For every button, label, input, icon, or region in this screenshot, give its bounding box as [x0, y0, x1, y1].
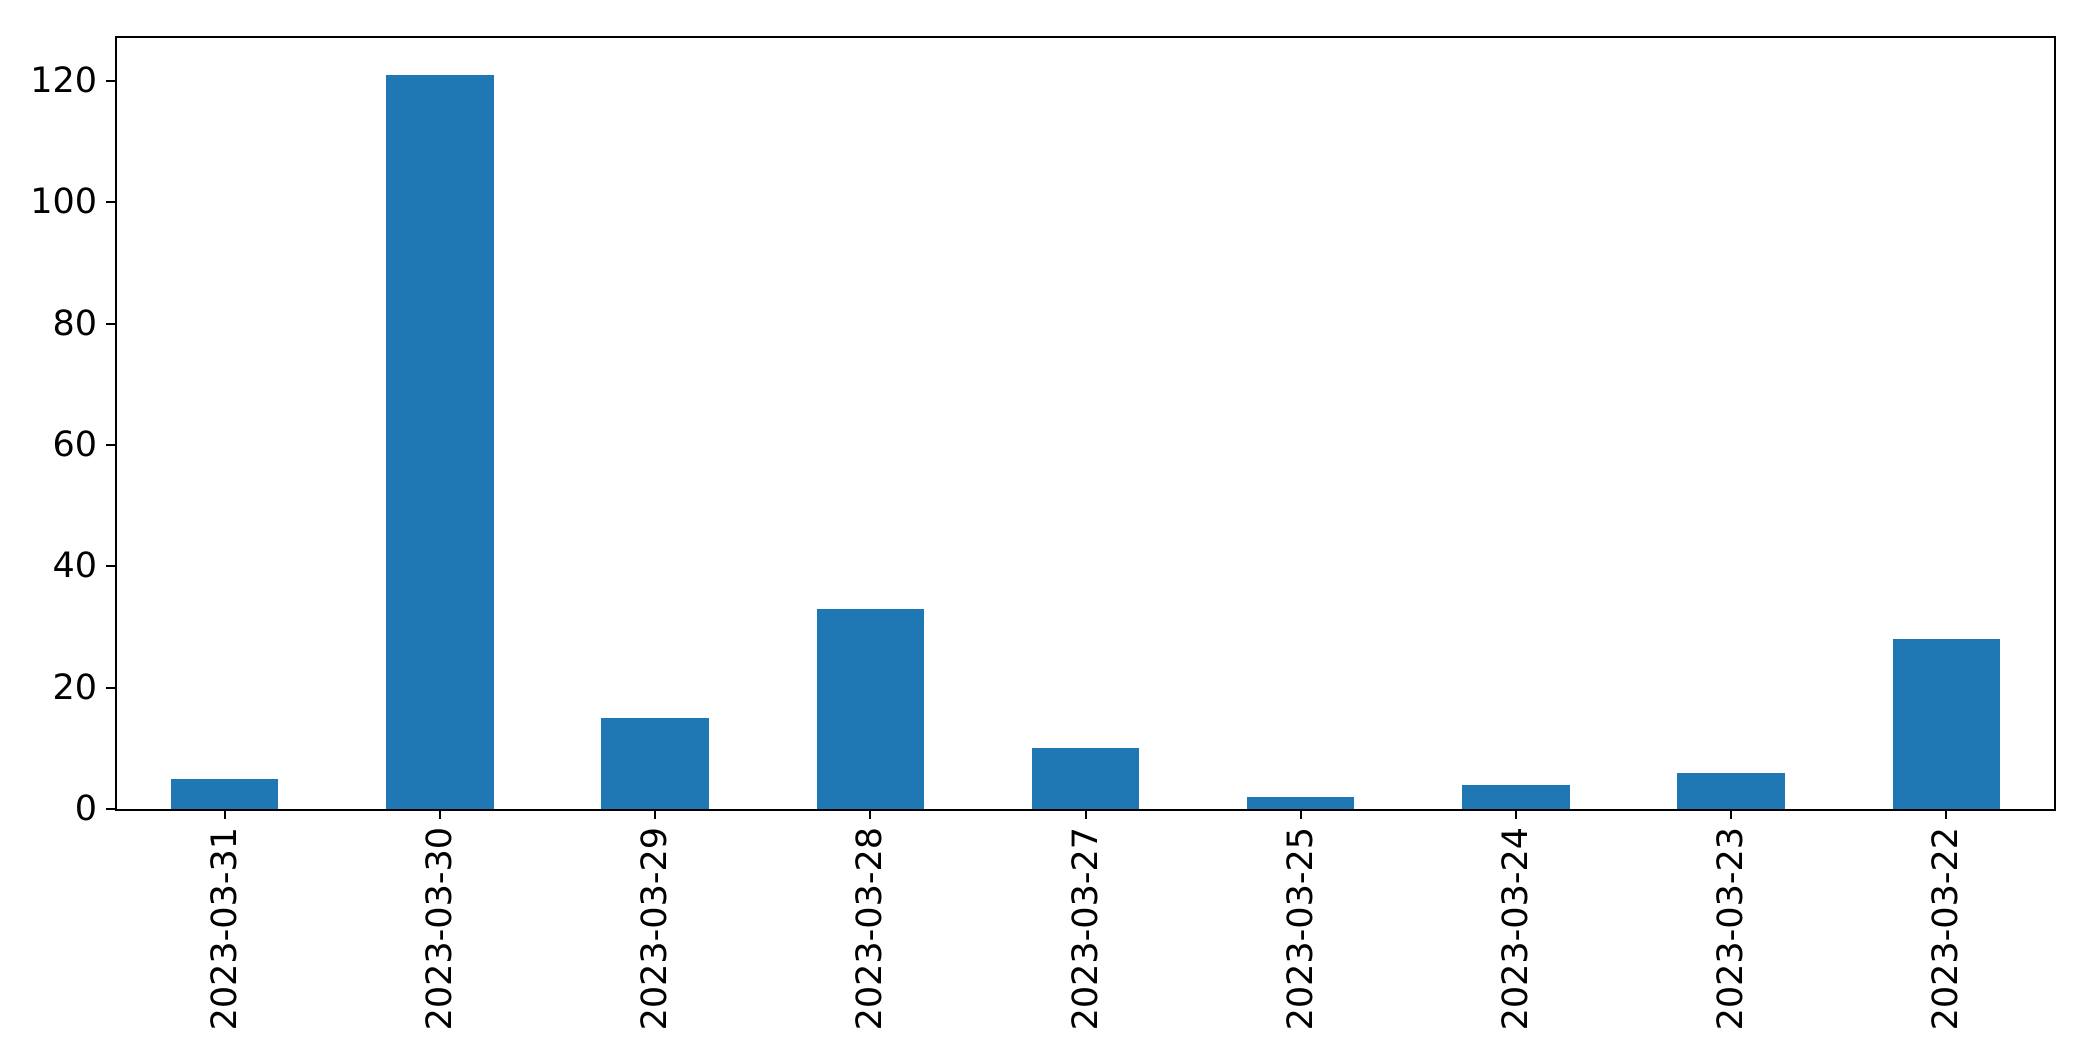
bar-2023-03-22	[1892, 639, 2001, 809]
x-tick-mark-2023-03-29	[654, 810, 657, 819]
x-tick-mark-2023-03-30	[438, 810, 441, 819]
x-tick-label-2023-03-29: 2023-03-29	[635, 827, 676, 1031]
bar-2023-03-28	[816, 608, 925, 809]
bar-2023-03-23	[1677, 772, 1785, 809]
x-tick-mark-2023-03-24	[1514, 810, 1517, 819]
x-tick-mark-2023-03-27	[1084, 810, 1087, 819]
plot-inner	[117, 38, 2054, 809]
x-tick-mark-2023-03-28	[869, 810, 872, 819]
y-tick-mark-100	[106, 201, 115, 204]
y-tick-label-100: 100	[30, 182, 97, 223]
bar-2023-03-25	[1246, 796, 1355, 809]
plot-area	[115, 36, 2056, 811]
x-tick-label-2023-03-28: 2023-03-28	[850, 827, 891, 1031]
x-tick-label-2023-03-27: 2023-03-27	[1065, 827, 1106, 1031]
bar-2023-03-30	[386, 74, 494, 809]
y-tick-mark-0	[106, 808, 115, 810]
x-tick-mark-2023-03-23	[1730, 810, 1733, 819]
y-tick-mark-60	[106, 443, 115, 446]
y-tick-label-120: 120	[30, 60, 97, 101]
y-tick-label-20: 20	[52, 667, 97, 708]
y-tick-label-40: 40	[52, 546, 97, 587]
y-tick-label-0: 0	[74, 789, 97, 829]
y-tick-label-60: 60	[52, 424, 97, 465]
x-tick-mark-2023-03-31	[223, 810, 226, 819]
x-tick-mark-2023-03-22	[1945, 810, 1948, 819]
x-tick-label-2023-03-30: 2023-03-30	[419, 827, 460, 1031]
x-tick-label-2023-03-23: 2023-03-23	[1711, 827, 1752, 1031]
x-tick-label-2023-03-31: 2023-03-31	[204, 827, 245, 1031]
y-tick-mark-40	[106, 565, 115, 568]
bar-2023-03-24	[1462, 784, 1570, 809]
y-tick-label-80: 80	[52, 303, 97, 344]
x-tick-mark-2023-03-25	[1299, 810, 1302, 819]
bar-2023-03-29	[601, 718, 709, 809]
x-tick-label-2023-03-25: 2023-03-25	[1280, 827, 1321, 1031]
y-tick-mark-80	[106, 322, 115, 325]
y-tick-mark-20	[106, 686, 115, 689]
y-tick-mark-120	[106, 79, 115, 82]
x-tick-label-2023-03-22: 2023-03-22	[1926, 827, 1967, 1031]
bar-2023-03-27	[1031, 748, 1140, 809]
bar-2023-03-31	[170, 778, 279, 809]
x-tick-label-2023-03-24: 2023-03-24	[1495, 827, 1536, 1031]
